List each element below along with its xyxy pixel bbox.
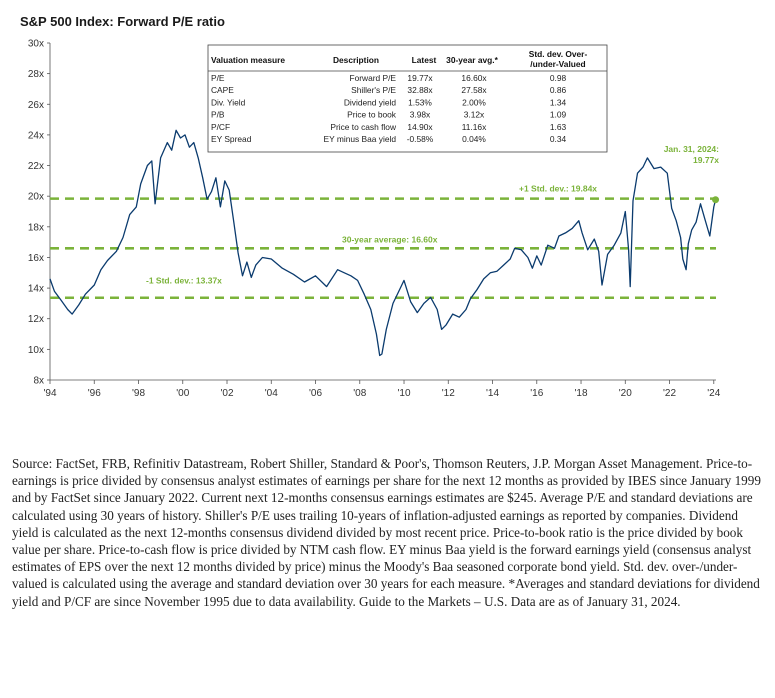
valuation-table-cell: 32.88x: [407, 85, 433, 95]
valuation-table-cell: 2.00%: [462, 97, 486, 107]
valuation-table: Valuation measure Description Latest 30-yea…: [207, 44, 608, 153]
y-tick-label: 18x: [28, 222, 44, 233]
endpoint-value-label: 19.77x: [693, 155, 719, 165]
series-layer: Jan. 31, 2024:19.77x: [49, 129, 720, 357]
endpoint-date-label: Jan. 31, 2024:: [664, 144, 719, 154]
x-tick-label: '94: [43, 388, 56, 399]
valuation-table-cell: Dividend yield: [344, 97, 396, 107]
valuation-table-cell: Shiller's P/E: [351, 85, 396, 95]
y-tick-label: 28x: [28, 69, 44, 80]
reference-lines: +1 Std. dev.: 19.84x 30-year average: 16.…: [50, 184, 716, 300]
reference-line-label: 30-year average: 16.60x: [342, 234, 438, 244]
source-note: Source: FactSet, FRB, Refinitiv Datastre…: [12, 456, 761, 609]
valuation-table-cell: Forward P/E: [349, 73, 396, 83]
x-tick-label: '04: [265, 388, 278, 399]
y-axis-ticks: 8x 10x 12x 14x 16x 18x 20x 22x 24x 26x 28x 30x: [28, 39, 51, 387]
valuation-table-cell: P/CF: [211, 122, 230, 132]
valuation-table-cell: 0.04%: [462, 134, 486, 144]
x-tick-label: '18: [575, 388, 588, 399]
valuation-table-cell: 19.77x: [407, 73, 433, 83]
valuation-table-cell: 1.53%: [408, 97, 432, 107]
valuation-table-cell: -0.58%: [407, 134, 434, 144]
y-tick-label: 14x: [28, 284, 44, 295]
endpoint-marker: [712, 196, 720, 204]
x-tick-label: '14: [486, 388, 499, 399]
valuation-table-cell: 14.90x: [407, 122, 433, 132]
valuation-table-cell: 16.60x: [461, 73, 487, 83]
y-tick-label: 8x: [33, 376, 44, 387]
x-axis: '94 '96 '98 '00 '02 '04 '06 '08 '10 '12 '14 '16 '18 '…: [43, 379, 721, 399]
valuation-table-cell: 3.98x: [410, 110, 431, 120]
reference-line-label: -1 Std. dev.: 13.37x: [146, 276, 222, 286]
valuation-table-cell: Price to book: [347, 110, 397, 120]
valuation-table-cell: 0.98: [550, 73, 567, 83]
valuation-table-cell: CAPE: [211, 85, 234, 95]
valuation-table-box: [207, 44, 608, 153]
x-tick-label: '00: [176, 388, 189, 399]
valuation-table-header: Std. dev. Over-: [529, 49, 588, 59]
x-tick-label: '16: [530, 388, 543, 399]
valuation-table-cell: P/E: [211, 73, 225, 83]
valuation-table-header: Latest: [412, 55, 437, 65]
valuation-table-cell: EY Spread: [211, 134, 252, 144]
x-tick-label: '24: [707, 388, 720, 399]
y-tick-label: 22x: [28, 161, 44, 172]
valuation-table-cell: P/B: [211, 110, 225, 120]
x-tick-label: '10: [397, 388, 410, 399]
y-tick-label: 30x: [28, 39, 44, 50]
series-line-forward-pe: [49, 129, 717, 357]
y-tick-label: 12x: [28, 314, 44, 325]
valuation-table-header: Description: [333, 55, 379, 65]
valuation-table-header: /under-Valued: [530, 59, 585, 69]
chart-title: S&P 500 Index: Forward P/E ratio: [20, 14, 225, 29]
y-tick-label: 24x: [28, 130, 44, 141]
x-tick-label: '96: [88, 388, 101, 399]
x-tick-label: '20: [619, 388, 632, 399]
valuation-table-cell: EY minus Baa yield: [324, 134, 397, 144]
valuation-table-cell: 1.63: [550, 122, 567, 132]
y-tick-label: 26x: [28, 100, 44, 111]
y-tick-label: 20x: [28, 192, 44, 203]
valuation-table-cell: 3.12x: [464, 110, 485, 120]
x-tick-label: '08: [353, 388, 366, 399]
valuation-table-cell: Price to cash flow: [330, 122, 397, 132]
valuation-table-cell: 27.58x: [461, 85, 487, 95]
x-tick-label: '06: [309, 388, 322, 399]
valuation-table-header: 30-year avg.*: [446, 55, 498, 65]
valuation-table-cell: 1.34: [550, 97, 567, 107]
y-tick-label: 10x: [28, 345, 44, 356]
x-tick-label: '12: [442, 388, 455, 399]
y-tick-label: 16x: [28, 253, 44, 264]
valuation-table-cell: 1.09: [550, 110, 567, 120]
valuation-table-cell: Div. Yield: [211, 97, 246, 107]
reference-line-label: +1 Std. dev.: 19.84x: [519, 184, 597, 194]
valuation-table-cell: 11.16x: [462, 122, 487, 132]
x-tick-label: '98: [132, 388, 145, 399]
x-tick-label: '22: [663, 388, 676, 399]
valuation-table-header: Valuation measure: [211, 55, 285, 65]
valuation-table-cell: 0.86: [550, 85, 567, 95]
x-tick-label: '02: [220, 388, 233, 399]
valuation-table-cell: 0.34: [550, 134, 567, 144]
